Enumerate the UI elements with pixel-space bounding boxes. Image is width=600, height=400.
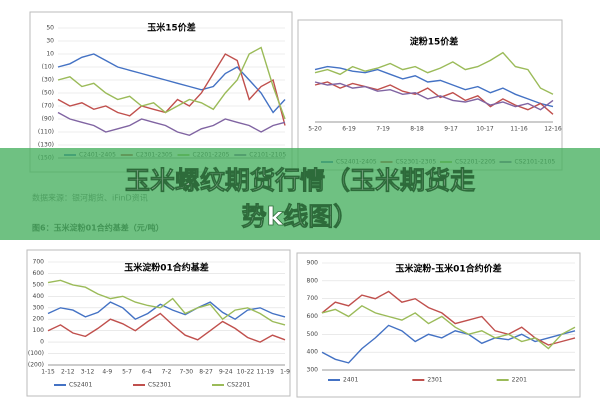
y-tick-label: 600 <box>33 270 45 277</box>
x-tick-label: 10-17 <box>476 126 494 133</box>
x-tick-label: 11-19 <box>257 369 275 376</box>
legend-label: 2401 <box>343 377 358 384</box>
banner-title: 玉米螺纹期货行情（玉米期货走势k线图） <box>125 166 475 231</box>
series-line <box>321 304 576 350</box>
x-tick-label: 1-9 <box>280 369 290 376</box>
series-line <box>47 312 286 343</box>
legend-label: 2301 <box>427 377 442 384</box>
legend-label: CS2201 <box>227 382 250 389</box>
y-tick-label: 300 <box>33 304 45 311</box>
y-tick-label: 400 <box>33 293 45 300</box>
legend-label: 2201 <box>512 377 527 384</box>
x-tick-label: 10-22 <box>237 369 255 376</box>
y-tick-label: 300 <box>307 367 319 374</box>
x-tick-label: 6-4 <box>142 369 152 376</box>
x-tick-label: 3-12 <box>81 369 95 376</box>
series-line <box>47 301 286 321</box>
y-tick-label: 500 <box>33 281 45 288</box>
x-tick-label: 7-19 <box>376 126 390 133</box>
x-tick-label: 9-17 <box>444 126 458 133</box>
y-tick-label: 50 <box>46 25 54 32</box>
chart-title: 淀粉15价差 <box>410 36 459 48</box>
x-tick-label: 7-2 <box>162 369 172 376</box>
y-tick-label: 200 <box>33 316 45 323</box>
series-line <box>57 53 286 126</box>
y-tick-label: (90) <box>42 116 54 123</box>
x-tick-label: 5-20 <box>308 126 322 133</box>
x-tick-label: 8-27 <box>199 369 213 376</box>
chart-frame <box>26 249 291 397</box>
series-line <box>321 324 576 364</box>
x-tick-label: 12-16 <box>544 126 562 133</box>
y-tick-label: 800 <box>307 277 319 284</box>
series-line <box>57 111 286 137</box>
series-line <box>47 279 286 326</box>
x-tick-label: 11-16 <box>510 126 528 133</box>
y-tick-label: (130) <box>38 142 54 149</box>
y-tick-label: 30 <box>46 38 54 45</box>
y-tick-label: 0 <box>40 339 44 346</box>
y-tick-label: 600 <box>307 313 319 320</box>
x-tick-label: 1-15 <box>41 369 55 376</box>
chart-frame <box>296 252 581 398</box>
chart-title: 玉米15价差 <box>147 22 196 34</box>
y-tick-label: 500 <box>307 331 319 338</box>
chart-frame <box>29 11 293 173</box>
x-tick-label: 5-7 <box>122 369 132 376</box>
y-tick-label: (110) <box>38 129 54 136</box>
chart-title: 玉米淀粉01合约基差 <box>124 262 209 274</box>
series-line <box>314 51 554 95</box>
series-line <box>314 81 554 115</box>
y-tick-label: (200) <box>28 362 44 369</box>
series-line <box>314 65 554 108</box>
y-tick-label: (50) <box>42 90 54 97</box>
x-tick-label: 2-12 <box>61 369 75 376</box>
y-tick-label: (10) <box>42 64 54 71</box>
x-tick-label: 9-24 <box>219 369 233 376</box>
y-tick-label: (30) <box>42 77 54 84</box>
x-tick-label: 8-18 <box>410 126 424 133</box>
y-tick-label: 700 <box>33 259 45 266</box>
series-line <box>57 53 286 114</box>
series-line <box>314 81 554 111</box>
x-tick-label: 4-9 <box>102 369 112 376</box>
y-tick-label: 700 <box>307 295 319 302</box>
x-tick-label: 6-19 <box>342 126 356 133</box>
x-tick-label: 7-30 <box>179 369 193 376</box>
legend-label: CS2401 <box>69 382 92 389</box>
y-tick-label: 400 <box>307 349 319 356</box>
chart-title: 玉米淀粉-玉米01合约价差 <box>395 263 501 275</box>
y-tick-label: (100) <box>28 350 44 357</box>
y-tick-label: 100 <box>33 327 45 334</box>
legend-label: CS2301 <box>148 382 171 389</box>
series-line <box>57 46 286 120</box>
series-line <box>321 290 576 346</box>
y-tick-label: 10 <box>46 51 54 58</box>
y-tick-label: 900 <box>307 260 319 267</box>
y-tick-label: (70) <box>42 103 54 110</box>
banner <box>0 148 600 240</box>
